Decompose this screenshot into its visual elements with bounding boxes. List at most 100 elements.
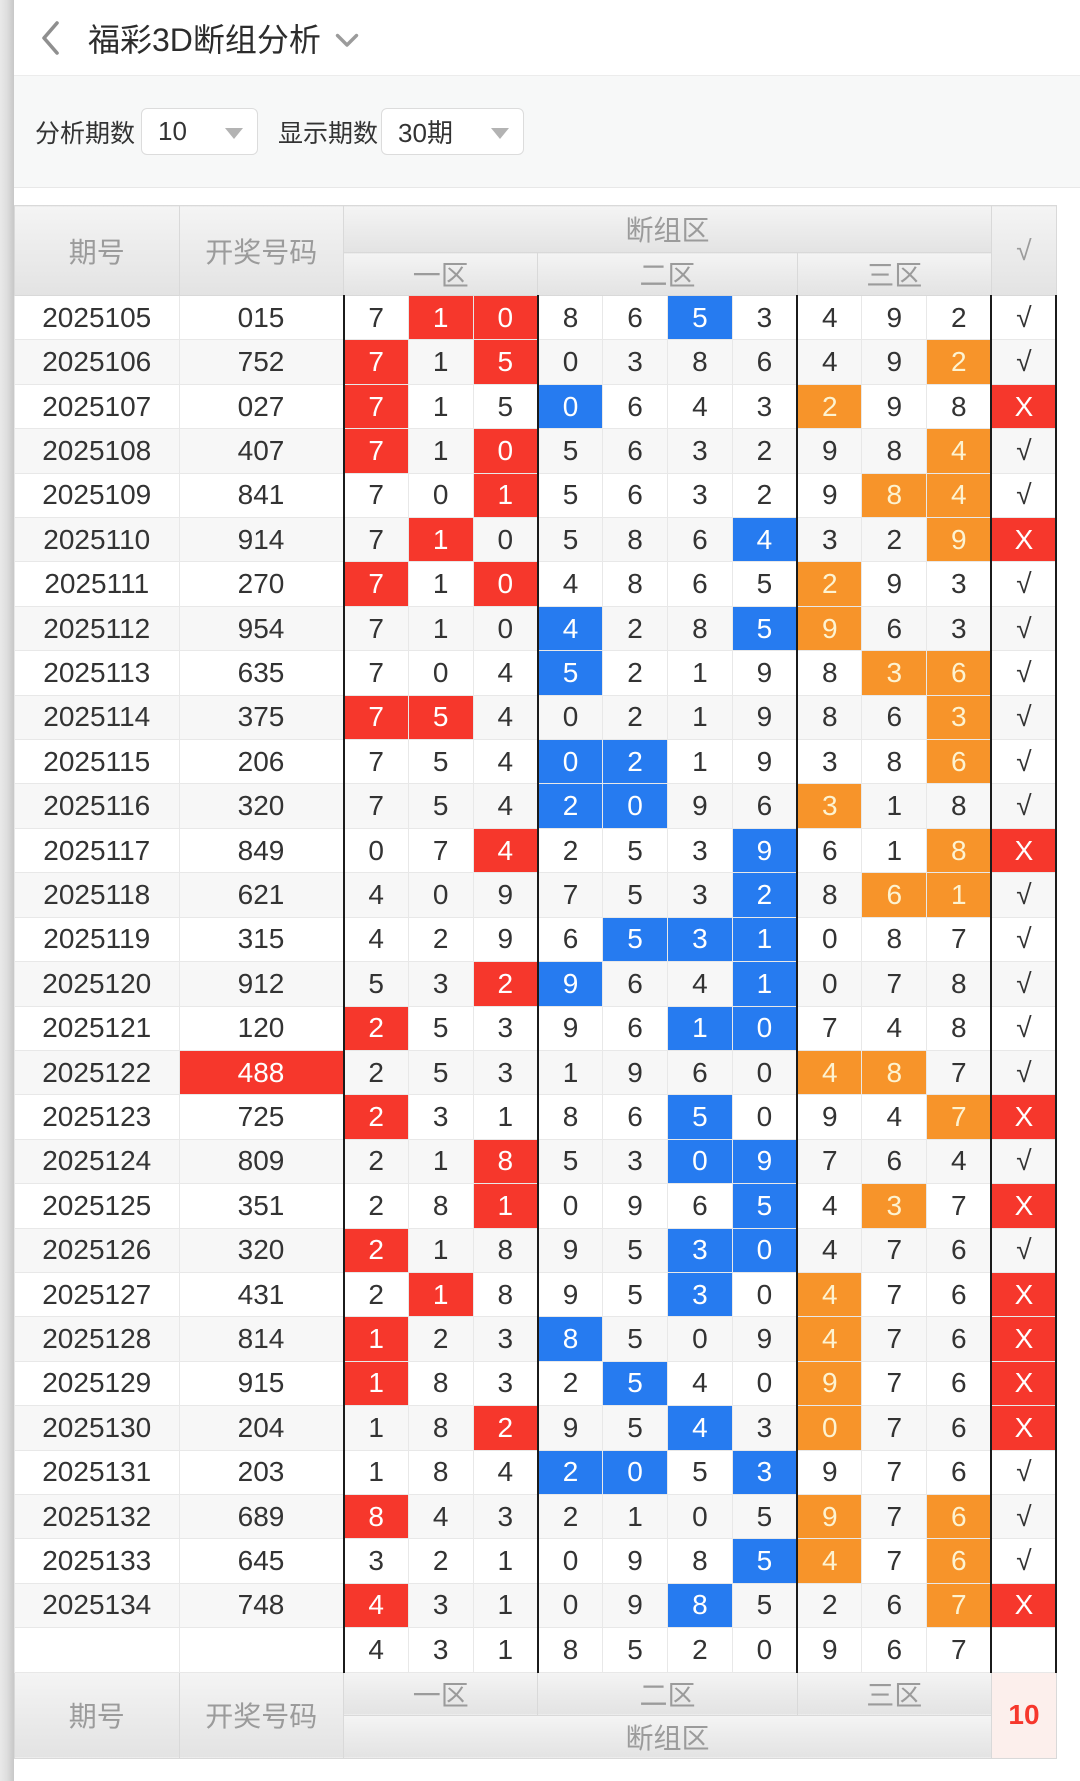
- zone-digit-cell: 8: [796, 650, 863, 696]
- zone-digit-cell: 7: [861, 1227, 928, 1273]
- table-row: 2025119 315 4 2 9 6 5 3 1 0 8 7 √: [14, 916, 1058, 963]
- zone-digit-cell: 2: [342, 1094, 409, 1140]
- table-row: 2025130 204 1 8 2 9 5 4 3 0 7 6 X: [14, 1405, 1058, 1451]
- table-row: 2025116 320 7 5 4 2 0 9 6 3 1 8 √: [14, 783, 1058, 829]
- zone-digit-cell: 1: [407, 294, 474, 341]
- zone-digit-cell: 3: [666, 428, 733, 474]
- zone-digit-cell: 5: [731, 1183, 798, 1229]
- check-cell: X: [990, 827, 1058, 874]
- zone-digit-cell: 4: [536, 561, 604, 607]
- zone-digit-cell: 7: [926, 916, 992, 963]
- zone-digit-cell: 7: [342, 561, 409, 607]
- zone-digit-cell: 6: [926, 1538, 992, 1584]
- zone-digit-cell: 5: [602, 1227, 668, 1273]
- check-cell: √: [990, 650, 1058, 696]
- zone-digit-cell: 0: [731, 1627, 798, 1673]
- zone-digit-cell: 7: [342, 694, 409, 741]
- table-row: 2025126 320 2 1 8 9 5 3 0 4 7 6 √: [14, 1227, 1058, 1273]
- check-cell: X: [990, 1405, 1058, 1451]
- zone-digit-cell: 1: [472, 472, 539, 519]
- zone-digit-cell: 8: [536, 1094, 604, 1140]
- zone-digit-cell: 5: [731, 1582, 798, 1629]
- zone-digit-cell: 4: [796, 294, 863, 341]
- code-cell: 814: [178, 1316, 344, 1362]
- select-arrow-icon: [225, 128, 244, 139]
- zone-digit-cell: 3: [472, 1005, 539, 1051]
- zone-digit-cell: 3: [666, 472, 733, 519]
- check-cell: √: [990, 739, 1058, 785]
- zone-digit-cell: 3: [861, 650, 928, 696]
- zone-digit-cell: 0: [536, 739, 604, 785]
- zone-digit-cell: 7: [796, 1138, 863, 1185]
- zone-digit-cell: 7: [342, 428, 409, 474]
- title-bar: 福彩3D断组分析: [14, 0, 1080, 76]
- controls-bar: 分析期数 10 显示期数 30期: [14, 76, 1080, 188]
- zone-digit-cell: 7: [861, 1449, 928, 1495]
- table-body: 2025105 015 7 1 0 8 6 5 3 4 9 2 √ 2025106 752 7 1 5 0 3 8 6 4 9…: [14, 294, 1058, 1673]
- period-cell: 2025119: [14, 916, 180, 963]
- zone-digit-cell: 8: [342, 1493, 409, 1540]
- zone-digit-cell: 6: [666, 561, 733, 607]
- zone-digit-cell: 7: [342, 739, 409, 785]
- zone-digit-cell: 2: [407, 1538, 474, 1584]
- code-cell: 315: [178, 916, 344, 963]
- check-cell: √: [990, 294, 1058, 341]
- check-cell: X: [990, 1094, 1058, 1140]
- zone-digit-cell: 8: [407, 1183, 474, 1229]
- table-row: 2025122 488 2 5 3 1 9 6 0 4 8 7 √: [14, 1049, 1058, 1096]
- check-cell: √: [990, 339, 1058, 385]
- zone-digit-cell: 5: [602, 872, 668, 918]
- period-cell: 2025108: [14, 428, 180, 474]
- zone-digit-cell: 7: [861, 961, 928, 1007]
- zone-digit-cell: 5: [602, 1405, 668, 1451]
- code-cell: 027: [178, 383, 344, 430]
- table-row: 2025106 752 7 1 5 0 3 8 6 4 9 2 √: [14, 339, 1058, 385]
- code-cell: 752: [178, 339, 344, 385]
- zone-digit-cell: 8: [861, 739, 928, 785]
- zone-digit-cell: 6: [926, 650, 992, 696]
- zone-digit-cell: 0: [536, 383, 604, 430]
- zone-digit-cell: 4: [342, 1627, 409, 1673]
- check-cell: √: [990, 1449, 1058, 1495]
- table-row: 2025107 027 7 1 5 0 6 4 3 2 9 8 X: [14, 383, 1058, 430]
- zone-digit-cell: 8: [926, 783, 992, 829]
- code-cell: 120: [178, 1005, 344, 1051]
- zone-digit-cell: 6: [602, 294, 668, 341]
- zone-digit-cell: 3: [342, 1538, 409, 1584]
- zone-digit-cell: 8: [407, 1449, 474, 1495]
- code-cell: 351: [178, 1183, 344, 1229]
- zone-digit-cell: 8: [861, 916, 928, 963]
- zone-digit-cell: 3: [731, 1405, 798, 1451]
- zone-digit-cell: 8: [407, 1405, 474, 1451]
- zone-digit-cell: 2: [861, 517, 928, 563]
- zone-digit-cell: 2: [602, 739, 668, 785]
- zone-digit-cell: 2: [602, 650, 668, 696]
- check-cell: √: [990, 916, 1058, 963]
- zone-digit-cell: 1: [407, 428, 474, 474]
- zone-digit-cell: 9: [472, 916, 539, 963]
- zone-digit-cell: 0: [796, 916, 863, 963]
- zone-digit-cell: 5: [731, 561, 798, 607]
- display-periods-select[interactable]: 30期: [381, 108, 525, 155]
- zone-digit-cell: 4: [472, 694, 539, 741]
- code-cell: 689: [178, 1493, 344, 1540]
- check-cell: √: [990, 1493, 1058, 1540]
- zone-digit-cell: 2: [342, 1049, 409, 1096]
- zone-digit-cell: 0: [407, 472, 474, 519]
- zone-digit-cell: 7: [926, 1183, 992, 1229]
- zone-digit-cell: 9: [472, 872, 539, 918]
- chevron-down-icon[interactable]: [335, 33, 359, 48]
- zone-digit-cell: 2: [342, 1138, 409, 1185]
- zone-digit-cell: 1: [407, 1227, 474, 1273]
- zone-digit-cell: 5: [536, 428, 604, 474]
- zone-digit-cell: 7: [861, 1538, 928, 1584]
- zone-digit-cell: 2: [342, 1227, 409, 1273]
- zone-digit-cell: 2: [472, 961, 539, 1007]
- zone-digit-cell: 4: [472, 650, 539, 696]
- zone-digit-cell: 9: [796, 428, 863, 474]
- back-icon[interactable]: [40, 20, 60, 56]
- analyze-periods-select[interactable]: 10: [141, 108, 259, 155]
- zone-digit-cell: 6: [602, 1094, 668, 1140]
- zone-digit-cell: 7: [342, 517, 409, 563]
